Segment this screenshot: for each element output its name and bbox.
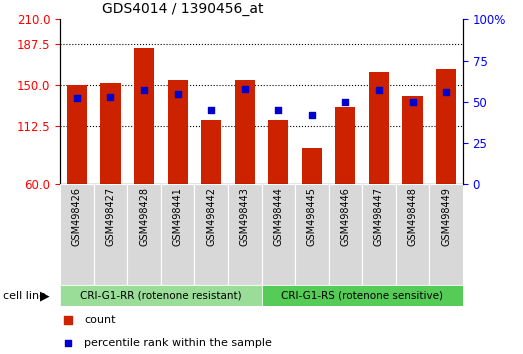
FancyBboxPatch shape — [195, 184, 228, 285]
Text: percentile rank within the sample: percentile rank within the sample — [84, 338, 272, 348]
Point — [174, 91, 182, 96]
Text: GSM498442: GSM498442 — [206, 187, 216, 246]
Text: GSM498441: GSM498441 — [173, 187, 183, 246]
Bar — [436, 69, 456, 184]
Bar — [134, 48, 154, 184]
FancyBboxPatch shape — [262, 184, 295, 285]
Text: GSM498444: GSM498444 — [274, 187, 283, 246]
Bar — [201, 120, 221, 184]
Text: CRI-G1-RS (rotenone sensitive): CRI-G1-RS (rotenone sensitive) — [281, 291, 443, 301]
FancyBboxPatch shape — [94, 184, 127, 285]
Bar — [167, 80, 188, 184]
Text: GSM498447: GSM498447 — [374, 187, 384, 246]
Point — [140, 87, 148, 93]
Text: GSM498427: GSM498427 — [106, 187, 116, 246]
Bar — [268, 120, 288, 184]
Point — [106, 94, 115, 100]
Point — [308, 112, 316, 118]
Point — [408, 99, 417, 105]
Bar — [335, 107, 356, 184]
FancyBboxPatch shape — [60, 184, 94, 285]
Bar — [369, 72, 389, 184]
Bar — [100, 83, 120, 184]
FancyBboxPatch shape — [328, 184, 362, 285]
FancyBboxPatch shape — [228, 184, 262, 285]
Text: GSM498446: GSM498446 — [340, 187, 350, 246]
Bar — [235, 80, 255, 184]
Text: GSM498449: GSM498449 — [441, 187, 451, 246]
FancyBboxPatch shape — [429, 184, 463, 285]
Point — [73, 96, 81, 101]
Bar — [403, 96, 423, 184]
Text: GSM498428: GSM498428 — [139, 187, 149, 246]
Point — [64, 317, 72, 322]
Point — [241, 86, 249, 91]
Point — [341, 99, 349, 105]
Text: cell line: cell line — [3, 291, 46, 301]
FancyBboxPatch shape — [362, 184, 396, 285]
Text: GSM498445: GSM498445 — [307, 187, 317, 246]
Text: GDS4014 / 1390456_at: GDS4014 / 1390456_at — [102, 2, 264, 16]
FancyBboxPatch shape — [60, 285, 262, 306]
Point — [274, 107, 282, 113]
Point — [207, 107, 215, 113]
Bar — [302, 148, 322, 184]
Text: GSM498448: GSM498448 — [407, 187, 417, 246]
FancyBboxPatch shape — [262, 285, 463, 306]
Text: GSM498443: GSM498443 — [240, 187, 249, 246]
Bar — [67, 85, 87, 184]
FancyBboxPatch shape — [127, 184, 161, 285]
FancyBboxPatch shape — [295, 184, 328, 285]
Text: GSM498426: GSM498426 — [72, 187, 82, 246]
Text: ▶: ▶ — [40, 289, 50, 302]
Text: count: count — [84, 315, 116, 325]
FancyBboxPatch shape — [396, 184, 429, 285]
Point — [64, 341, 72, 346]
FancyBboxPatch shape — [161, 184, 195, 285]
Text: CRI-G1-RR (rotenone resistant): CRI-G1-RR (rotenone resistant) — [80, 291, 242, 301]
Point — [375, 87, 383, 93]
Point — [442, 89, 450, 95]
